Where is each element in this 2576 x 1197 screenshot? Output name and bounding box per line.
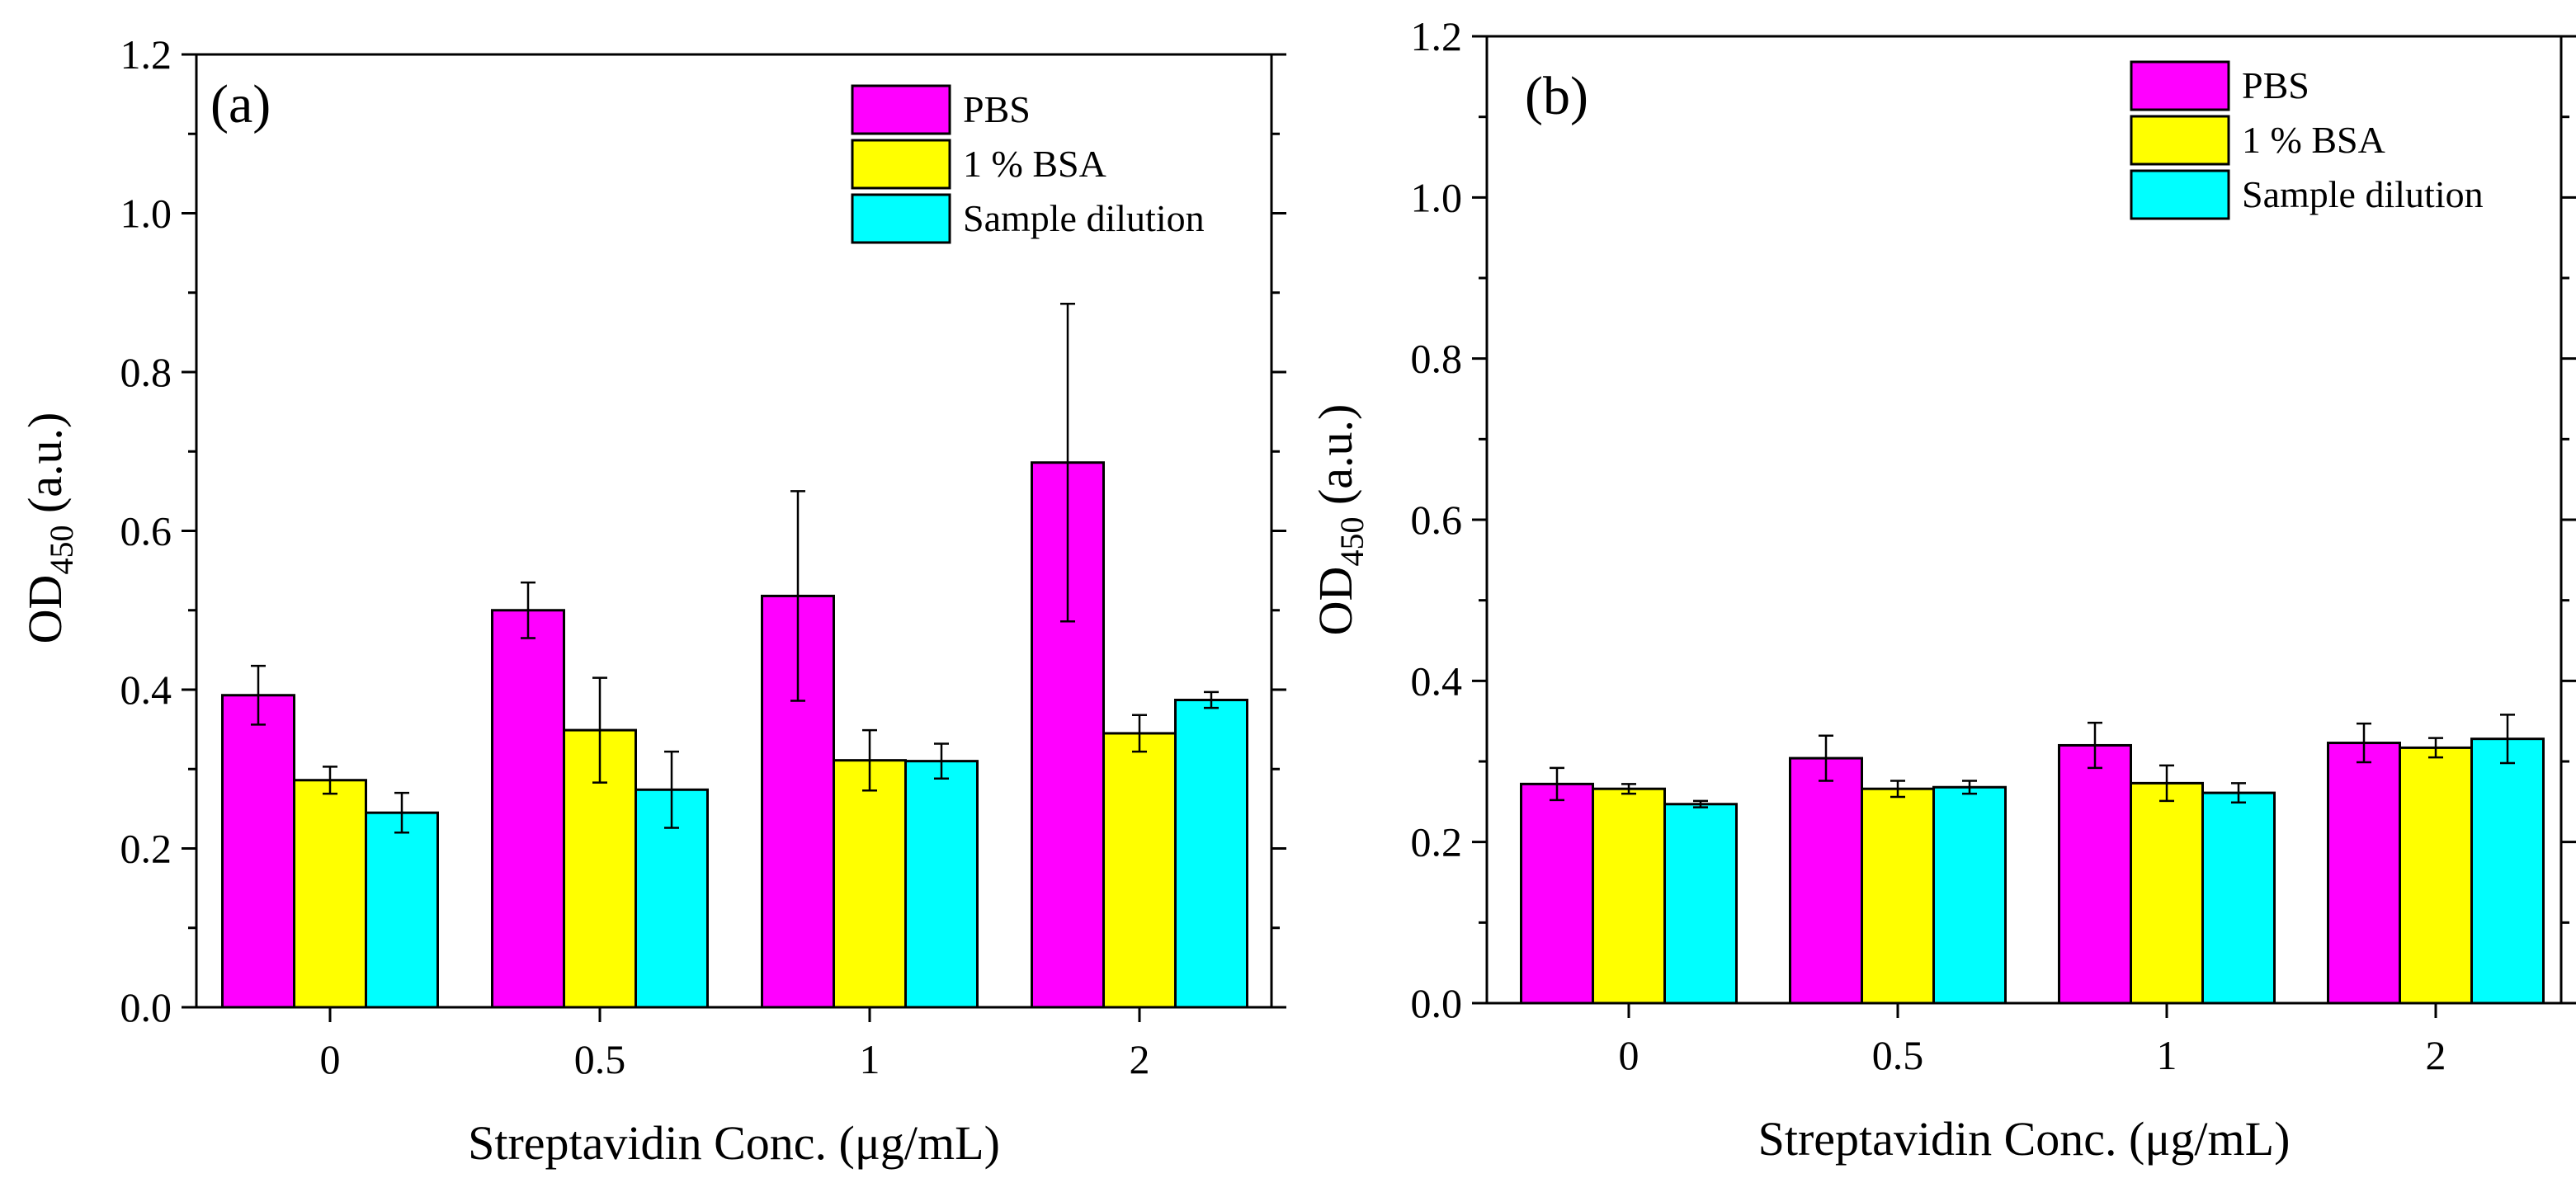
x-tick-label: 0 xyxy=(1619,1032,1639,1078)
x-tick-label: 0.5 xyxy=(1872,1032,1924,1078)
legend-label: Sample dilution xyxy=(2242,173,2484,215)
bar xyxy=(833,759,907,1009)
x-tick-label: 1 xyxy=(860,1036,880,1082)
x-tick-label: 2 xyxy=(1130,1036,1150,1082)
bar xyxy=(293,779,367,1009)
bar xyxy=(2058,743,2132,1005)
bar xyxy=(1663,803,1738,1005)
y-axis-title-subscript: 450 xyxy=(43,525,80,575)
bar xyxy=(221,694,295,1009)
panel-label: (b) xyxy=(1525,66,1588,126)
bar xyxy=(2327,742,2401,1005)
y-tick-label: 1.2 xyxy=(120,31,172,78)
bar xyxy=(1932,785,2007,1005)
bar xyxy=(1520,782,1594,1005)
y-tick-label: 0.8 xyxy=(1411,336,1463,382)
legend-label: 1 % BSA xyxy=(963,143,1106,185)
x-tick-label: 2 xyxy=(2426,1032,2446,1078)
bar xyxy=(491,609,565,1009)
bar xyxy=(1592,787,1666,1005)
legend-label: Sample dilution xyxy=(963,197,1205,239)
y-tick-label: 0.6 xyxy=(120,508,172,554)
y-tick-label: 1.0 xyxy=(120,191,172,237)
y-tick-label: 0.2 xyxy=(1411,819,1463,865)
bar xyxy=(365,811,439,1009)
x-axis-title: Streptavidin Conc. (μg/mL) xyxy=(1758,1112,2291,1166)
bar xyxy=(1789,756,1863,1005)
x-tick-label: 0 xyxy=(320,1036,341,1082)
y-tick-label: 0.4 xyxy=(120,667,172,713)
chart-panel-b: 0.0 0.2 0.4 0.6 0.8 1.0 1.2 0 0.5 1 2 Streptavidin … xyxy=(1309,13,2576,1166)
y-axis-title: OD450 (a.u.) xyxy=(18,412,80,644)
y-tick-label: 0.8 xyxy=(120,349,172,395)
legend-swatch xyxy=(851,84,951,135)
x-tick-label: 1 xyxy=(2157,1032,2177,1078)
y-tick-label: 0.0 xyxy=(1411,980,1463,1026)
y-axis-title-subscript: 450 xyxy=(1333,517,1371,567)
y-axis-title: OD450 (a.u.) xyxy=(1309,404,1371,636)
y-tick-label: 0.6 xyxy=(1411,497,1463,543)
y-tick-label: 0.4 xyxy=(1411,657,1463,704)
y-axis-title-main: OD xyxy=(1309,567,1362,636)
x-axis-title: Streptavidin Conc. (μg/mL) xyxy=(468,1116,1000,1170)
y-tick-label: 1.0 xyxy=(1411,174,1463,220)
bar xyxy=(2130,781,2204,1005)
x-tick-label: 0.5 xyxy=(574,1036,626,1082)
legend-label: PBS xyxy=(963,88,1031,130)
legend-swatch xyxy=(851,139,951,190)
y-tick-label: 1.2 xyxy=(1411,13,1463,59)
legend-swatch xyxy=(2130,169,2230,220)
legend-swatch xyxy=(851,193,951,244)
bar xyxy=(2470,738,2545,1005)
legend-label: PBS xyxy=(2242,64,2309,106)
panel-label: (a) xyxy=(210,74,271,134)
bar xyxy=(1174,699,1248,1009)
legend-label: 1 % BSA xyxy=(2242,119,2385,161)
bar xyxy=(2201,791,2276,1005)
bar xyxy=(1861,787,1935,1005)
y-tick-label: 0.0 xyxy=(120,984,172,1030)
bar xyxy=(904,760,979,1009)
y-axis-title-suffix: (a.u.) xyxy=(18,412,72,525)
legend-swatch xyxy=(2130,115,2230,166)
bar xyxy=(1102,732,1177,1009)
legend-swatch xyxy=(2130,60,2230,111)
y-axis-title-main: OD xyxy=(18,575,72,644)
chart-panel-a: 0.0 0.2 0.4 0.6 0.8 1.0 1.2 0 0.5 1 2 Streptavidin … xyxy=(18,31,1286,1170)
y-axis-title-suffix: (a.u.) xyxy=(1309,404,1362,517)
bar xyxy=(2399,746,2473,1005)
y-tick-label: 0.2 xyxy=(120,826,172,872)
